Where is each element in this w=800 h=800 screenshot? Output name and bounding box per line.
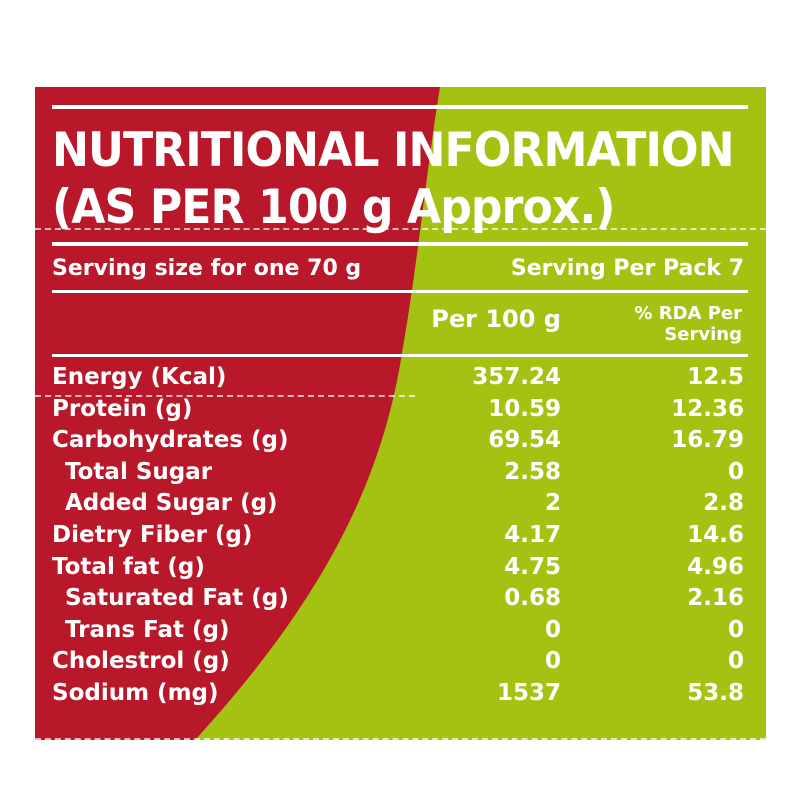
nutrient-name: Total fat (g) [52,553,205,580]
nutrient-rda-value: 4.96 [687,553,744,580]
nutrient-rda-value: 12.36 [671,395,744,422]
nutrient-rda-value: 2.16 [687,585,744,612]
nutrient-name: Trans Fat (g) [65,616,230,643]
title-line-1: NUTRITIONAL INFORMATION [52,123,735,178]
nutrient-row: Energy (Kcal) 357.24 12.5 [35,362,766,393]
nutrient-per100-value: 69.54 [488,427,561,454]
nutrient-rda-value: 0 [727,648,744,675]
top-rule [52,105,748,109]
columns-rule [52,354,748,357]
nutrient-name: Cholestrol (g) [52,648,230,675]
nutrient-per100-value: 4.75 [504,553,561,580]
column-header-per100: Per 100 g [431,305,561,333]
serving-size: Serving size for one 70 g [52,256,362,281]
nutrient-per100-value: 357.24 [472,364,561,390]
column-header-rda: % RDA Per Serving [634,303,742,345]
nutrient-row: Total Sugar 2.58 0 [35,457,766,488]
column-header-rda-line1: % RDA Per [634,303,742,324]
nutrient-name: Sodium (mg) [52,680,219,706]
nutrient-row: Sodium (mg) 1537 53.8 [35,678,766,709]
nutrient-row: Dietry Fiber (g) 4.17 14.6 [35,520,766,551]
nutrient-rda-value: 53.8 [687,680,744,706]
title-dashed-rule [35,228,766,230]
header-rule [52,242,748,246]
nutrient-name: Dietry Fiber (g) [52,522,253,548]
nutrient-per100-value: 4.17 [504,522,561,548]
nutrient-name: Added Sugar (g) [65,490,278,517]
nutrient-rda-value: 0 [727,458,744,485]
nutrient-row: Trans Fat (g) 0 0 [35,615,766,646]
nutrient-name: Carbohydrates (g) [52,427,289,454]
nutrient-rda-value: 2.8 [703,490,744,517]
nutrient-name: Protein (g) [52,395,193,422]
nutrient-rda-value: 0 [727,616,744,643]
nutrient-per100-value: 2.58 [504,458,561,485]
nutrient-row: Saturated Fat (g) 0.68 2.16 [35,583,766,614]
energy-dashed-rule [35,395,415,397]
nutrient-row: Total fat (g) 4.75 4.96 [35,552,766,583]
nutrient-per100-value: 2 [544,490,561,517]
nutrient-name: Energy (Kcal) [52,364,227,390]
nutrient-per100-value: 1537 [496,680,561,706]
nutrient-row: Protein (g) 10.59 12.36 [35,394,766,425]
nutrient-per100-value: 0 [544,616,561,643]
title-line-2: (AS PER 100 g Approx.) [52,180,615,235]
red-swoosh [35,87,440,740]
nutrient-rda-value: 16.79 [671,427,744,454]
nutrient-per100-value: 10.59 [488,395,561,422]
nutrient-row: Cholestrol (g) 0 0 [35,646,766,677]
label-background [35,87,766,740]
serving-per-pack: Serving Per Pack 7 [510,256,744,281]
nutrient-row: Carbohydrates (g) 69.54 16.79 [35,425,766,456]
nutrient-per100-value: 0.68 [504,585,561,612]
nutrition-label: NUTRITIONAL INFORMATION (AS PER 100 g Ap… [35,87,766,740]
serving-rule [52,290,748,293]
nutrient-name: Total Sugar [65,458,213,485]
nutrient-row: Added Sugar (g) 2 2.8 [35,488,766,519]
column-header-rda-line2: Serving [664,324,742,345]
nutrient-rda-value: 14.6 [687,522,744,548]
bottom-dashed-rule [35,738,766,740]
nutrient-per100-value: 0 [544,648,561,675]
nutrient-rda-value: 12.5 [687,364,744,390]
nutrient-name: Saturated Fat (g) [65,585,289,612]
